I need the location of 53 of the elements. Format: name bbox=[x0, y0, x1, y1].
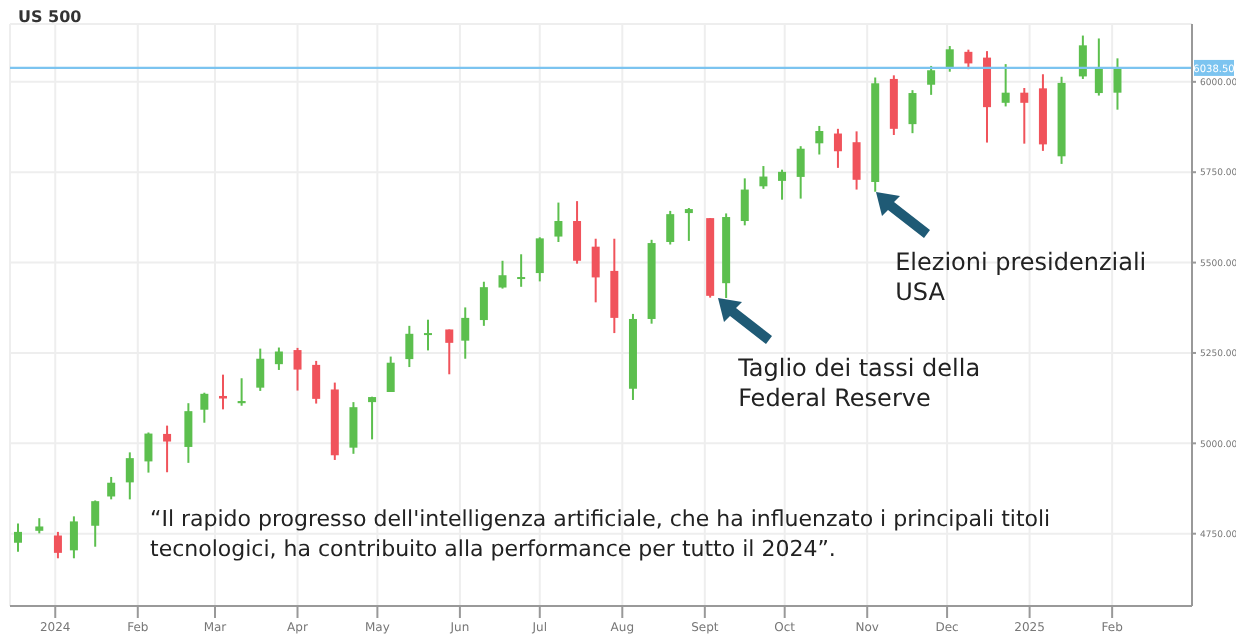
candlestick bbox=[200, 391, 209, 424]
candlestick bbox=[91, 499, 100, 548]
candlestick bbox=[666, 209, 675, 246]
candlestick bbox=[293, 346, 302, 392]
candlestick bbox=[498, 259, 507, 290]
candlestick bbox=[386, 355, 395, 393]
candlestick bbox=[796, 145, 805, 200]
candlestick bbox=[573, 200, 582, 265]
candlestick bbox=[554, 201, 563, 243]
candlestick bbox=[405, 324, 414, 369]
candlestick bbox=[815, 124, 824, 156]
annotation: “Il rapido progresso dell'intelligenza artificiale, che ha influenzato i principali titoli tecnologici, ha contribuito alla performance per tutto il 2024”. bbox=[150, 504, 1053, 564]
candlestick bbox=[125, 451, 134, 501]
candlestick bbox=[1020, 86, 1029, 145]
candlestick bbox=[237, 377, 246, 407]
candlestick bbox=[610, 237, 619, 335]
candlestick bbox=[740, 177, 749, 227]
candlestick bbox=[144, 431, 153, 474]
candlestick bbox=[852, 130, 861, 191]
candlestick bbox=[945, 45, 954, 73]
candlestick bbox=[833, 127, 842, 169]
candlestick bbox=[684, 207, 693, 242]
annotation: Elezioni presidenziali USA bbox=[895, 247, 1149, 308]
candlestick bbox=[908, 89, 917, 135]
candlestick bbox=[163, 424, 172, 474]
candlestick bbox=[778, 168, 787, 201]
candlestick bbox=[1078, 34, 1087, 80]
candlestick bbox=[274, 346, 283, 371]
candlestick bbox=[461, 306, 470, 360]
candlestick bbox=[964, 48, 973, 71]
candlestick bbox=[927, 64, 936, 96]
candlestick bbox=[445, 328, 454, 376]
candlestick bbox=[1113, 57, 1122, 111]
candlestick bbox=[591, 237, 600, 304]
candlestick bbox=[349, 401, 358, 455]
candlestick bbox=[368, 395, 377, 441]
candlestick bbox=[423, 318, 432, 352]
candlestick bbox=[312, 359, 321, 405]
candlestick bbox=[218, 373, 227, 411]
candlestick bbox=[69, 515, 78, 560]
candlestick bbox=[14, 522, 22, 553]
candlestick bbox=[256, 347, 265, 392]
candlestick bbox=[53, 530, 62, 560]
candlestick bbox=[535, 236, 544, 283]
candlestick bbox=[479, 280, 488, 327]
annotation: Taglio dei tassi della Federal Reserve bbox=[738, 354, 983, 414]
chart-title: US 500 bbox=[18, 8, 82, 26]
candlestick bbox=[759, 165, 768, 190]
candlestick bbox=[107, 475, 116, 501]
candlestick bbox=[184, 402, 193, 464]
candlestick bbox=[517, 253, 526, 288]
candlestick bbox=[1001, 63, 1010, 108]
candlestick bbox=[1094, 37, 1103, 97]
